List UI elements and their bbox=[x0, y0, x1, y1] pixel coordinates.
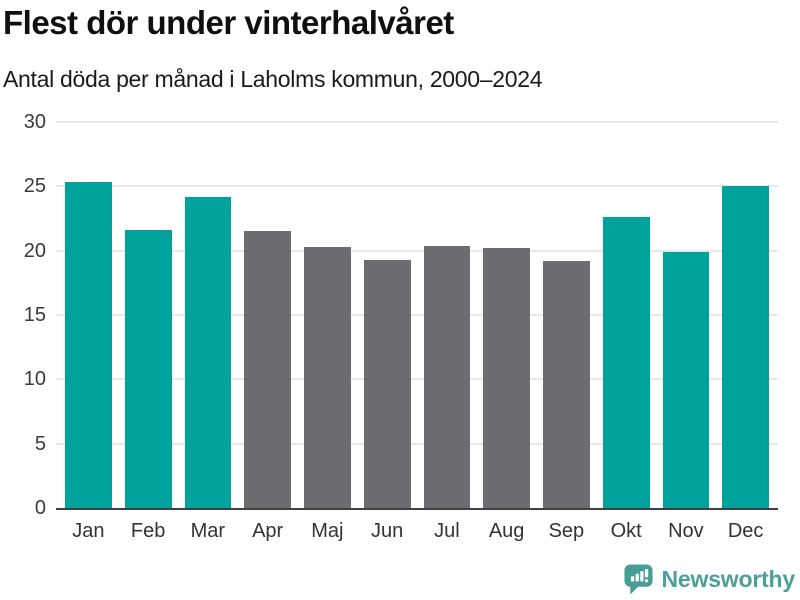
gridline-5 bbox=[56, 442, 778, 445]
y-axis-tick-label-20: 20 bbox=[23, 239, 46, 262]
gridline-20 bbox=[56, 249, 778, 252]
plot-area: Jan Feb Mar Apr Maj Jun Jul Aug Sep Okt Nov Dec bbox=[56, 121, 778, 541]
bar-cell-dec: Dec bbox=[722, 122, 769, 541]
bar-jun bbox=[363, 259, 411, 508]
gridline-15 bbox=[56, 314, 778, 316]
y-axis-tick-label-10: 10 bbox=[23, 368, 46, 391]
bar-apr bbox=[244, 231, 291, 508]
bar-feb bbox=[124, 230, 172, 508]
bar-dec bbox=[722, 186, 769, 508]
x-axis-tick-label-jul: Jul bbox=[434, 520, 460, 542]
x-axis-tick-label-mar: Mar bbox=[190, 520, 226, 542]
bar-cell-jul: Jul bbox=[423, 122, 471, 541]
bar-cell-okt: Okt bbox=[602, 122, 650, 541]
bar-mar bbox=[184, 196, 232, 508]
page-subtitle: Antal döda per månad i Laholms kommun, 2… bbox=[3, 66, 543, 92]
x-axis-tick-label-dec: Dec bbox=[727, 520, 764, 542]
bar-cell-jun: Jun bbox=[363, 122, 411, 541]
bar-cell-nov: Nov bbox=[662, 122, 710, 541]
bar-cell-feb: Feb bbox=[124, 122, 172, 541]
bar-nov bbox=[662, 251, 710, 508]
bar-maj bbox=[304, 246, 351, 508]
y-axis: 0 5 10 15 20 25 30 bbox=[0, 112, 46, 518]
bar-cell-aug: Aug bbox=[483, 122, 530, 541]
x-axis-tick-label-feb: Feb bbox=[130, 520, 166, 542]
y-axis-tick-label-15: 15 bbox=[23, 304, 46, 326]
bar-cell-apr: Apr bbox=[244, 122, 291, 541]
y-axis-tick-label-0: 0 bbox=[34, 497, 46, 519]
x-axis-tick-label-maj: Maj bbox=[311, 520, 344, 542]
bar-chart-speech-bubble-icon bbox=[623, 564, 653, 595]
x-axis-tick-label-sep: Sep bbox=[548, 520, 585, 542]
x-axis-tick-label-apr: Apr bbox=[252, 520, 284, 542]
y-axis-tick-label-30: 30 bbox=[23, 111, 46, 133]
bar-cell-mar: Mar bbox=[184, 122, 232, 541]
x-axis-tick-label-jan: Jan bbox=[72, 520, 105, 542]
gridline-10 bbox=[56, 378, 778, 381]
page-title: Flest dör under vinterhalvåret bbox=[3, 4, 454, 41]
bar-sep bbox=[543, 260, 590, 508]
bar-jul bbox=[423, 245, 471, 508]
newsworthy-logo: Newsworthy bbox=[623, 563, 795, 596]
x-axis-tick-label-aug: Aug bbox=[488, 520, 525, 542]
x-axis-tick-label-nov: Nov bbox=[668, 520, 704, 542]
y-axis-tick-label-5: 5 bbox=[34, 432, 46, 455]
gridline-25 bbox=[56, 185, 778, 188]
gridline-30 bbox=[56, 121, 778, 123]
bars-row: Jan Feb Mar Apr Maj Jun Jul Aug Sep Okt Nov Dec bbox=[56, 122, 778, 541]
bar-cell-maj: Maj bbox=[304, 122, 351, 541]
y-axis-tick-label-25: 25 bbox=[23, 175, 46, 198]
bar-okt bbox=[602, 217, 650, 508]
bar-cell-jan: Jan bbox=[65, 122, 112, 541]
x-axis-tick-label-okt: Okt bbox=[610, 520, 642, 542]
bar-jan bbox=[65, 182, 112, 508]
bar-cell-sep: Sep bbox=[543, 122, 590, 541]
bar-aug bbox=[483, 248, 530, 508]
x-axis-tick-label-jun: Jun bbox=[371, 520, 404, 542]
brand-name: Newsworthy bbox=[661, 566, 796, 592]
